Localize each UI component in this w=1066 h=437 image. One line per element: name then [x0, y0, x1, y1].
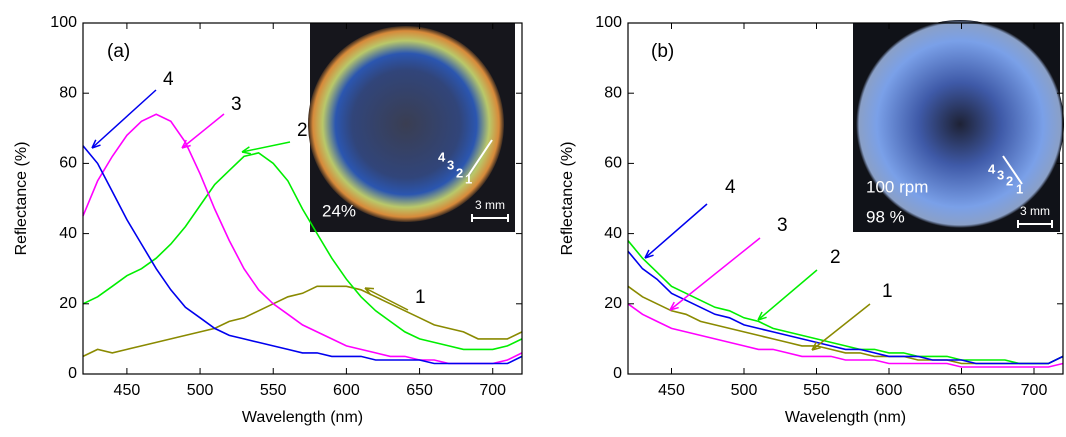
spectrum-line: [627, 250, 1064, 365]
x-axis-title: Wavelength (nm): [785, 409, 906, 426]
curve-label: 1: [882, 281, 893, 302]
x-tick-label: 550: [803, 382, 830, 399]
inset-marker: 4: [438, 149, 446, 164]
x-tick-label: 450: [114, 382, 141, 399]
y-tick-label: 100: [595, 14, 622, 31]
annotation-arrow: [669, 237, 761, 311]
panel-label: (a): [107, 41, 130, 62]
x-tick-label: 500: [187, 382, 214, 399]
inset-caption: 24%: [322, 201, 356, 220]
curve-label: 2: [830, 247, 841, 268]
y-tick-label: 80: [604, 84, 622, 101]
annotation-arrow: [181, 113, 225, 149]
arrow-head: [364, 287, 375, 296]
scale-bar: [471, 214, 509, 222]
spectrum-line: [627, 285, 1064, 365]
spectrum-line: [627, 303, 1064, 368]
inset-marker: 3: [997, 167, 1004, 182]
curve-label: 3: [777, 215, 788, 236]
y-axis-title: Reflectance (%): [559, 142, 576, 256]
inset-caption: 100 rpm: [866, 177, 928, 196]
x-tick-label: 600: [333, 382, 360, 399]
annotation-arrow: [644, 203, 708, 259]
curve-label: 3: [231, 94, 242, 115]
arrow-head: [91, 139, 101, 149]
y-tick-label: 80: [59, 84, 77, 101]
plot-frame: [627, 22, 1064, 375]
annotation-arrow: [241, 141, 291, 153]
y-tick-label: 40: [59, 225, 77, 242]
arrow-head: [181, 139, 191, 149]
annotation-arrow: [364, 287, 409, 311]
curve-label: 1: [415, 287, 426, 308]
inset-arrow: [1002, 155, 1023, 185]
inset-marker: 1: [465, 171, 472, 186]
y-tick-label: 0: [613, 365, 622, 382]
y-tick-label: 20: [604, 295, 622, 312]
x-tick-label: 700: [479, 382, 506, 399]
x-tick-label: 700: [1021, 382, 1048, 399]
x-axis-title: Wavelength (nm): [242, 409, 363, 426]
arrow-head: [757, 311, 767, 321]
x-tick-label: 650: [406, 382, 433, 399]
spectrum-line: [627, 240, 1064, 365]
inset-photo-a: [308, 23, 515, 232]
arrow-head: [644, 249, 654, 259]
inset-marker: 1: [1016, 181, 1023, 196]
y-tick-label: 0: [68, 365, 77, 382]
y-tick-label: 60: [59, 155, 77, 172]
annotation-arrow: [91, 89, 157, 149]
plot-frame: [82, 22, 523, 375]
spectrum-line: [82, 145, 523, 365]
arrow-head: [669, 301, 679, 311]
y-tick-label: 20: [59, 295, 77, 312]
x-tick-label: 450: [658, 382, 685, 399]
scale-bar-label: 3 mm: [475, 198, 505, 212]
panel-label: (b): [651, 41, 674, 62]
inset-marker: 2: [456, 165, 463, 180]
x-tick-label: 600: [876, 382, 903, 399]
inset-arrow: [467, 139, 493, 177]
y-tick-label: 100: [50, 14, 77, 31]
arrow-head: [241, 146, 251, 155]
scale-bar: [1017, 220, 1053, 228]
inset-photo-b: [853, 20, 1064, 232]
curve-label: 2: [297, 120, 308, 141]
curve-label: 4: [725, 177, 736, 198]
x-tick-label: 650: [948, 382, 975, 399]
inset-marker: 3: [447, 157, 454, 172]
spectrum-line: [82, 152, 523, 351]
annotation-arrow: [757, 269, 818, 321]
y-tick-label: 60: [604, 155, 622, 172]
inset-marker: 2: [1006, 173, 1013, 188]
curve-label: 4: [163, 69, 174, 90]
y-tick-label: 40: [604, 225, 622, 242]
spectrum-line: [82, 285, 523, 358]
y-axis-title: Reflectance (%): [13, 142, 30, 256]
scale-bar-label: 3 mm: [1020, 204, 1050, 218]
annotation-arrow: [811, 303, 871, 351]
inset-caption: 98 %: [866, 207, 905, 226]
x-tick-label: 550: [260, 382, 287, 399]
arrow-head: [811, 341, 821, 351]
inset-marker: 4: [988, 161, 996, 176]
x-tick-label: 500: [731, 382, 758, 399]
